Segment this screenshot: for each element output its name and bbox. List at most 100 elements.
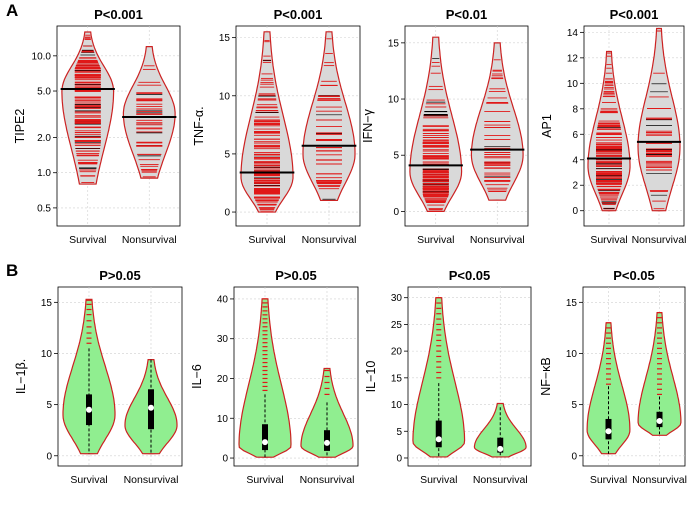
plot-frame xyxy=(56,25,181,227)
y-tick-label: 20 xyxy=(217,374,229,385)
chart-title: P>0.05 xyxy=(275,268,317,283)
y-tick-label: 10 xyxy=(567,79,579,90)
y-axis-label: AP1 xyxy=(540,114,554,138)
y-tick-label: 0 xyxy=(572,206,578,217)
y-tick-label: 12 xyxy=(567,53,579,64)
x-category-label: Survival xyxy=(69,234,106,246)
chart-5: 0 5 10 15 IL−1β. P>0.05 Survival Nonsurvival xyxy=(14,268,183,486)
violin-nonsurvival xyxy=(302,31,356,202)
y-tick-label: 5 xyxy=(224,149,230,160)
y-tick-label: 2.0 xyxy=(37,133,51,144)
y-tick-label: 5 xyxy=(46,400,52,411)
plot-frame xyxy=(235,25,361,227)
y-tick-label: 10 xyxy=(388,95,400,106)
x-category-label: Nonsurvival xyxy=(300,474,355,486)
x-category-label: Nonsurvival xyxy=(122,234,177,246)
y-tick-label: 40 xyxy=(217,294,229,305)
panel-label-a: A xyxy=(6,1,18,20)
y-tick-label: 25 xyxy=(391,320,403,331)
median-dot xyxy=(435,436,442,443)
plot-frame xyxy=(404,25,529,227)
median-dot xyxy=(497,445,504,452)
y-tick-label: 10 xyxy=(41,349,53,360)
chart-1: 0.5 1.0 2.0 5.0 10.0 TIPE2 P<0.001 Survival Nons… xyxy=(13,7,181,246)
y-tick-label: 15 xyxy=(566,298,578,309)
y-axis-label: IL−10 xyxy=(364,361,378,393)
median-dot xyxy=(86,406,92,413)
chart-7: 0 5 10 15 20 25 30 IL−10 P<0.05 Survival Nonsurviv… xyxy=(364,268,532,486)
chart-8: 0 5 10 15 NF−κB P<0.05 Survival Nonsurvival xyxy=(539,268,687,486)
y-tick-label: 10 xyxy=(391,400,403,411)
y-tick-label: 10 xyxy=(566,349,578,360)
y-tick-label: 5 xyxy=(393,151,399,162)
plot-frame xyxy=(407,286,532,467)
x-category-label: Nonsurvival xyxy=(124,474,179,486)
chart-4: 0 2 4 6 8 10 12 14 AP1 P<0.001 Survival Nonsurvival xyxy=(540,7,686,246)
y-tick-label: 0 xyxy=(396,453,402,464)
y-axis-label: TNF-α. xyxy=(192,106,206,145)
x-category-label: Survival xyxy=(70,474,107,486)
chart-6: 0 10 20 30 40 IL−6 P>0.05 Survival Nonsurvival xyxy=(190,268,359,486)
violin-survival xyxy=(62,298,116,455)
median-dot xyxy=(262,439,268,446)
y-tick-label: 1.0 xyxy=(37,168,51,179)
median-dot xyxy=(324,439,330,446)
y-tick-label: 5 xyxy=(396,427,402,438)
chart-title: P<0.05 xyxy=(613,268,655,283)
median-dot xyxy=(148,404,154,411)
y-axis-label: IL−1β. xyxy=(14,359,28,394)
plot-frame xyxy=(57,286,183,467)
y-tick-label: 10 xyxy=(219,91,231,102)
x-category-label: Survival xyxy=(248,234,285,246)
y-tick-label: 0 xyxy=(46,451,52,462)
y-tick-label: 8 xyxy=(572,104,578,115)
y-tick-label: 30 xyxy=(217,334,229,345)
chart-title: P<0.05 xyxy=(449,268,491,283)
y-tick-label: 14 xyxy=(567,28,579,39)
y-tick-label: 5 xyxy=(571,400,577,411)
panel-label-b: B xyxy=(6,261,18,280)
y-tick-label: 15 xyxy=(388,38,400,49)
iqr-box xyxy=(435,420,442,448)
x-category-label: Survival xyxy=(590,234,627,246)
y-tick-label: 15 xyxy=(41,298,53,309)
x-category-label: Nonsurvival xyxy=(473,474,528,486)
chart-title: P>0.05 xyxy=(99,268,141,283)
y-axis-label: IFN−γ xyxy=(361,108,375,142)
y-tick-label: 15 xyxy=(391,373,403,384)
y-tick-label: 0 xyxy=(571,451,577,462)
violin-survival xyxy=(409,36,463,213)
y-tick-label: 0 xyxy=(393,207,399,218)
y-tick-label: 2 xyxy=(572,181,578,192)
chart-title: P<0.001 xyxy=(274,7,323,22)
y-tick-label: 0 xyxy=(222,454,228,465)
violin-nonsurvival xyxy=(122,46,176,179)
y-tick-label: 6 xyxy=(572,130,578,141)
y-axis-label: IL−6 xyxy=(190,364,204,389)
chart-3: 0 5 10 15 IFN−γ P<0.01 Survival Nonsurvival xyxy=(361,7,529,246)
y-axis-label: TIPE2 xyxy=(13,109,27,144)
x-category-label: Survival xyxy=(417,234,454,246)
x-category-label: Survival xyxy=(420,474,457,486)
median-dot xyxy=(656,417,663,424)
chart-title: P<0.01 xyxy=(446,7,488,22)
chart-2: 0 5 10 15 TNF-α. P<0.001 Survival Nonsurvival xyxy=(192,7,361,246)
y-tick-label: 4 xyxy=(572,155,578,166)
median-dot xyxy=(605,428,612,435)
iqr-box xyxy=(497,437,504,453)
x-category-label: Nonsurvival xyxy=(632,474,687,486)
x-category-label: Nonsurvival xyxy=(470,234,525,246)
y-tick-label: 30 xyxy=(391,293,403,304)
y-tick-label: 10.0 xyxy=(32,51,52,62)
y-tick-label: 5.0 xyxy=(37,87,51,98)
x-category-label: Nonsurvival xyxy=(632,234,687,246)
plot-frame xyxy=(583,25,685,227)
y-tick-label: 0.5 xyxy=(37,203,51,214)
y-tick-label: 15 xyxy=(219,33,231,44)
y-tick-label: 20 xyxy=(391,347,403,358)
plot-frame xyxy=(582,286,686,467)
y-tick-label: 0 xyxy=(224,208,230,219)
y-tick-label: 10 xyxy=(217,414,229,425)
plot-frame xyxy=(233,286,359,467)
